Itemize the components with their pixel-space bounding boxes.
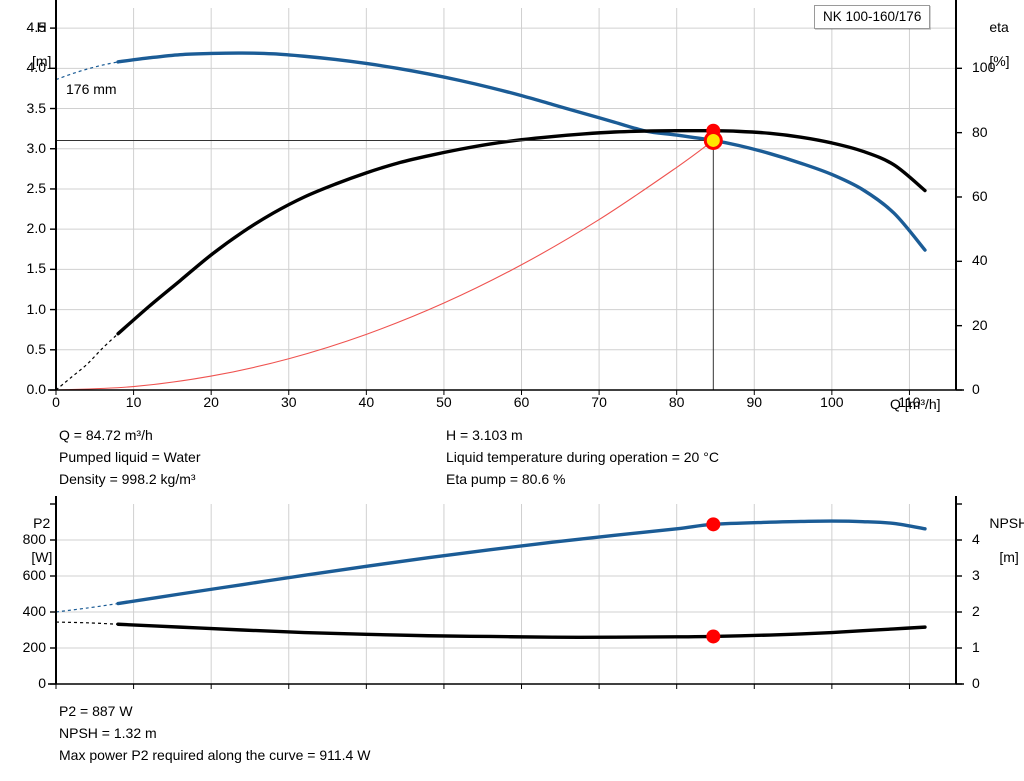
duty-info-q: Q = 84.72 m³/h <box>59 427 153 443</box>
q-tick-11: 110 <box>898 394 921 410</box>
head-duty-point-marker <box>703 130 723 150</box>
power-npsh-chart: P2 [W] NPSH [m] 0 200 400 600 800 0 1 2 3 4 <box>0 496 1024 696</box>
h-tick-3: 1.5 <box>26 260 46 277</box>
eta-axis-unit: [%] <box>989 53 1010 69</box>
h-tick-2: 1.0 <box>26 300 46 317</box>
eta-tick-5: 100 <box>972 59 996 76</box>
p2-tick-0: 0 <box>38 675 46 691</box>
p2-axis-title: P2 [W] <box>8 498 52 583</box>
q-tick-7: 70 <box>591 394 607 410</box>
npsh-tick-1: 1 <box>972 639 980 655</box>
duty-info-liquid: Pumped liquid = Water <box>59 449 201 465</box>
q-tick-1: 10 <box>125 394 142 410</box>
q-tick-3: 30 <box>280 394 297 410</box>
eta-axis-title: eta [%] <box>966 2 1022 87</box>
power-info-npsh: NPSH = 1.32 m <box>59 725 157 741</box>
eta-tick-2: 40 <box>972 252 988 269</box>
duty-info-left: Q = 84.72 m³/h Pumped liquid = Water Den… <box>59 424 201 490</box>
p2-axis-unit: [W] <box>31 549 53 565</box>
duty-info-etapump: Eta pump = 80.6 % <box>446 471 566 487</box>
power-duty-point-marker <box>706 517 721 532</box>
q-tick-2: 20 <box>203 394 219 410</box>
eta-tick-1: 20 <box>972 316 988 333</box>
duty-info-h: H = 3.103 m <box>446 427 523 443</box>
duty-info-right: H = 3.103 m Liquid temperature during op… <box>446 424 719 490</box>
q-tick-9: 90 <box>746 394 763 410</box>
h-tick-0: 0.0 <box>26 381 46 397</box>
npsh-axis-unit: [m] <box>999 549 1019 565</box>
duty-info-density: Density = 998.2 kg/m³ <box>59 471 196 487</box>
npsh-tick-3: 3 <box>972 567 980 583</box>
h-tick-8: 4.0 <box>26 59 46 76</box>
h-axis-unit: [m] <box>31 53 52 69</box>
eta-tick-4: 80 <box>972 123 988 140</box>
q-tick-6: 60 <box>513 394 530 410</box>
p2-tick-2: 400 <box>22 603 46 619</box>
q-tick-8: 80 <box>668 394 685 410</box>
power-info-max: Max power P2 required along the curve = … <box>59 747 371 763</box>
eta-tick-0: 0 <box>972 381 980 397</box>
p2-axis-name: P2 <box>33 515 51 531</box>
power-info: P2 = 887 W NPSH = 1.32 m Max power P2 re… <box>59 700 370 766</box>
h-axis-title: H [m] <box>8 2 52 87</box>
impeller-diameter-label: 176 mm <box>66 81 117 97</box>
power-info-p2: P2 = 887 W <box>59 703 133 719</box>
head-efficiency-plot <box>48 0 964 395</box>
npsh-axis-name: NPSH <box>989 515 1024 531</box>
h-tick-7: 3.5 <box>26 99 46 116</box>
npsh-tick-2: 2 <box>972 603 980 619</box>
q-tick-0: 0 <box>52 394 60 410</box>
p2-tick-4: 800 <box>22 531 46 547</box>
h-tick-4: 2.0 <box>26 220 46 237</box>
h-tick-6: 3.0 <box>26 139 46 156</box>
p2-tick-1: 200 <box>22 639 46 655</box>
npsh-tick-0: 0 <box>972 675 980 691</box>
h-tick-9: 4.5 <box>26 19 46 36</box>
pump-model-title: NK 100-160/176 <box>814 5 931 29</box>
eta-axis-name: eta <box>989 19 1009 35</box>
p2-tick-3: 600 <box>22 567 46 583</box>
npsh-duty-point-marker <box>706 629 721 644</box>
h-tick-5: 2.5 <box>26 179 46 196</box>
head-efficiency-chart: H [m] eta [%] NK 100-160/176 176 mm Q [m… <box>8 0 1022 412</box>
q-axis-title: Q [m³/h] <box>890 396 941 412</box>
npsh-axis-title: NPSH [m] <box>966 498 1024 583</box>
npsh-tick-4: 4 <box>972 531 980 547</box>
q-tick-10: 100 <box>820 394 844 410</box>
eta-tick-3: 60 <box>972 187 988 204</box>
q-tick-5: 50 <box>436 394 452 410</box>
duty-info-temp: Liquid temperature during operation = 20… <box>446 449 719 465</box>
q-tick-4: 40 <box>358 394 375 410</box>
h-axis-name: H <box>36 19 47 35</box>
power-npsh-plot <box>48 496 964 689</box>
h-tick-1: 0.5 <box>26 340 46 357</box>
